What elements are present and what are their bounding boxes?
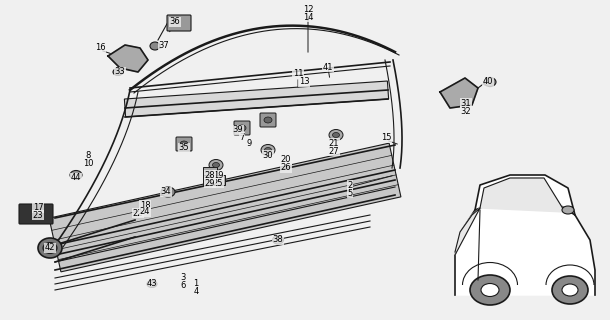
Ellipse shape: [147, 281, 157, 287]
Text: 13: 13: [299, 77, 309, 86]
Text: 28: 28: [205, 171, 215, 180]
Text: 5: 5: [347, 188, 353, 197]
Text: 40: 40: [483, 77, 493, 86]
Text: 7: 7: [239, 132, 245, 141]
Text: 24: 24: [140, 207, 150, 217]
Text: 35: 35: [179, 143, 189, 153]
Ellipse shape: [180, 141, 188, 147]
Ellipse shape: [150, 42, 160, 50]
Ellipse shape: [70, 171, 82, 180]
Text: 10: 10: [83, 158, 93, 167]
Text: 38: 38: [273, 236, 284, 244]
FancyBboxPatch shape: [203, 175, 217, 185]
Text: 39: 39: [232, 125, 243, 134]
Text: 29: 29: [205, 179, 215, 188]
FancyBboxPatch shape: [167, 15, 191, 31]
Text: 2: 2: [347, 180, 353, 189]
Text: 17: 17: [33, 204, 43, 212]
Ellipse shape: [209, 159, 223, 171]
Text: 42: 42: [45, 244, 56, 252]
Ellipse shape: [161, 187, 175, 197]
Text: 6: 6: [181, 282, 185, 291]
Text: 34: 34: [160, 188, 171, 196]
Ellipse shape: [264, 117, 272, 123]
Ellipse shape: [484, 77, 496, 86]
Text: 37: 37: [159, 42, 170, 51]
Ellipse shape: [552, 276, 588, 304]
Ellipse shape: [329, 130, 343, 140]
Text: 33: 33: [115, 68, 126, 76]
Text: 8: 8: [85, 150, 91, 159]
FancyBboxPatch shape: [19, 204, 53, 224]
Text: 18: 18: [140, 201, 150, 210]
Ellipse shape: [332, 132, 340, 138]
Ellipse shape: [38, 238, 62, 258]
Text: 16: 16: [95, 44, 106, 52]
Ellipse shape: [273, 236, 284, 244]
Text: 23: 23: [33, 211, 43, 220]
Text: 43: 43: [146, 279, 157, 289]
Polygon shape: [124, 81, 389, 117]
Text: 26: 26: [281, 164, 292, 172]
Polygon shape: [480, 178, 565, 212]
Polygon shape: [455, 198, 595, 295]
Text: 9: 9: [246, 140, 251, 148]
Text: 36: 36: [170, 18, 181, 27]
Ellipse shape: [470, 275, 510, 305]
FancyBboxPatch shape: [260, 113, 276, 127]
Text: 3: 3: [181, 274, 185, 283]
Text: 12: 12: [303, 5, 314, 14]
Polygon shape: [440, 78, 478, 108]
Text: 44: 44: [71, 173, 81, 182]
Text: 32: 32: [461, 107, 472, 116]
Text: 27: 27: [329, 147, 339, 156]
Polygon shape: [455, 208, 480, 255]
Text: 21: 21: [329, 139, 339, 148]
Polygon shape: [475, 175, 575, 215]
Ellipse shape: [113, 68, 123, 76]
Polygon shape: [108, 45, 148, 72]
Text: 19: 19: [213, 171, 223, 180]
Polygon shape: [49, 143, 401, 272]
Text: 25: 25: [213, 179, 223, 188]
Text: 20: 20: [281, 156, 291, 164]
Text: 4: 4: [193, 287, 199, 297]
FancyBboxPatch shape: [234, 121, 250, 135]
Text: 1: 1: [193, 279, 199, 289]
Ellipse shape: [265, 148, 271, 153]
Text: 22: 22: [133, 209, 143, 218]
FancyBboxPatch shape: [203, 167, 217, 177]
Text: 30: 30: [263, 150, 273, 159]
Text: 31: 31: [461, 99, 472, 108]
Text: 41: 41: [323, 62, 333, 71]
Ellipse shape: [562, 284, 578, 296]
Ellipse shape: [165, 190, 171, 194]
Ellipse shape: [238, 125, 246, 131]
Ellipse shape: [562, 206, 574, 214]
Text: 11: 11: [293, 69, 303, 78]
Ellipse shape: [481, 284, 499, 297]
Text: 14: 14: [303, 12, 314, 21]
Ellipse shape: [261, 145, 275, 156]
FancyBboxPatch shape: [211, 175, 225, 185]
Text: 15: 15: [381, 133, 391, 142]
FancyBboxPatch shape: [176, 137, 192, 151]
Ellipse shape: [43, 243, 57, 253]
Ellipse shape: [212, 163, 220, 167]
